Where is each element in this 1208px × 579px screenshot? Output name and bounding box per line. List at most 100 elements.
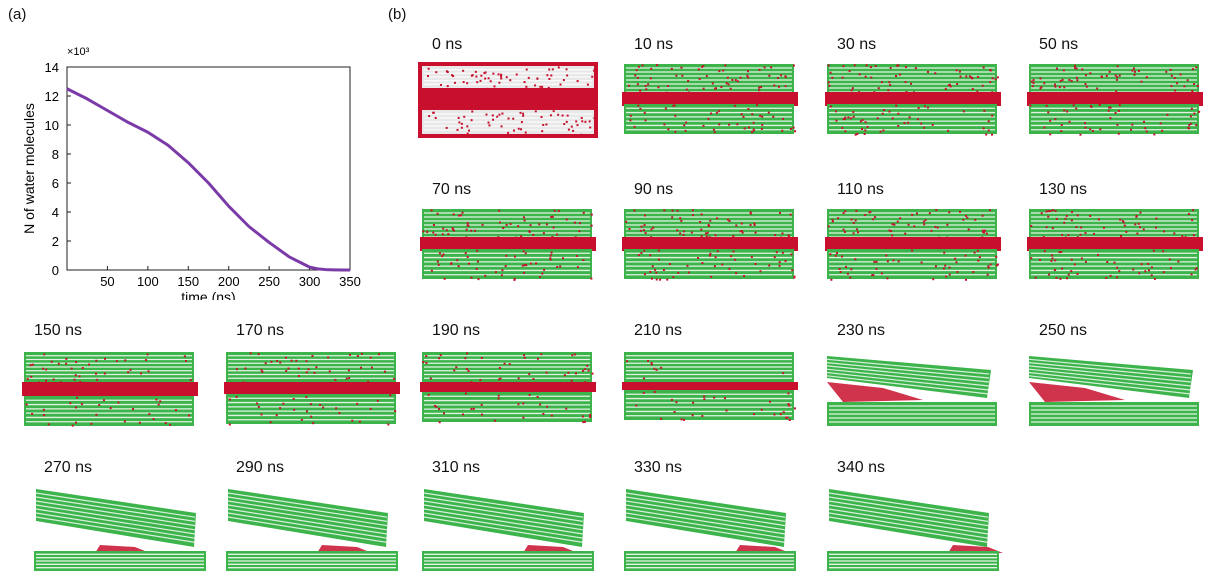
water-dot <box>855 134 857 136</box>
water-dot <box>976 91 978 93</box>
water-dot <box>741 230 743 232</box>
water-dot <box>733 251 735 253</box>
water-dot <box>501 125 503 127</box>
water-dot <box>892 259 894 261</box>
water-dot <box>518 377 520 379</box>
water-dot <box>377 400 379 402</box>
water-dot <box>1196 267 1198 269</box>
water-dot <box>148 370 150 372</box>
water-dot <box>124 359 126 361</box>
water-dot <box>567 372 569 374</box>
water-dot <box>58 363 60 365</box>
water-dot <box>1048 239 1050 241</box>
water-dot <box>734 105 736 107</box>
water-count-chart: 50 100 150 200 250 300 35002468101214×10³time … <box>0 0 380 300</box>
water-dot <box>872 218 874 220</box>
water-dot <box>655 272 657 274</box>
water-dot <box>1071 259 1073 261</box>
water-dot <box>793 276 795 278</box>
water-dot <box>1054 259 1056 261</box>
water-dot <box>716 112 718 114</box>
water-dot <box>779 261 781 263</box>
water-dot <box>1074 264 1076 266</box>
water-dot <box>946 237 948 239</box>
water-dot <box>881 272 883 274</box>
water-dot <box>26 404 28 406</box>
water-dot <box>589 126 591 128</box>
water-dot <box>387 423 389 425</box>
water-dot <box>565 408 567 410</box>
water-dot <box>536 237 538 239</box>
water-dot <box>1151 274 1153 276</box>
water-dot <box>730 88 732 90</box>
water-dot <box>466 82 468 84</box>
water-dot <box>446 229 448 231</box>
water-dot <box>790 253 792 255</box>
water-dot <box>1133 68 1135 70</box>
water-dot <box>685 130 687 132</box>
water-dot <box>449 239 451 241</box>
water-dot <box>498 210 500 212</box>
water-dot <box>470 381 472 383</box>
water-dot <box>835 255 837 257</box>
water-dot <box>43 353 45 355</box>
water-dot <box>1131 124 1133 126</box>
water-dot <box>831 240 833 242</box>
water-dot <box>918 107 920 109</box>
water-dot <box>530 263 532 265</box>
water-dot <box>701 415 703 417</box>
water-dot <box>42 368 44 370</box>
water-dot <box>1039 239 1041 241</box>
water-dot <box>788 236 790 238</box>
water-dot <box>753 413 755 415</box>
water-dot <box>260 413 262 415</box>
water-dot <box>438 264 440 266</box>
water-dot <box>537 396 539 398</box>
water-dot <box>1100 240 1102 242</box>
water-dot <box>95 414 97 416</box>
water-dot <box>710 92 712 94</box>
water-dot <box>736 123 738 125</box>
water-dot <box>477 260 479 262</box>
water-dot <box>1184 240 1186 242</box>
water-dot <box>882 239 884 241</box>
water-dot <box>923 221 925 223</box>
water-dot <box>525 86 527 88</box>
water-dot <box>589 414 591 416</box>
water-dot <box>502 227 504 229</box>
water-dot <box>488 124 490 126</box>
water-dot <box>949 267 951 269</box>
water-dot <box>587 84 589 86</box>
water-dot <box>1192 68 1194 70</box>
water-dot <box>507 132 509 134</box>
water-dot <box>990 264 992 266</box>
water-dot <box>479 80 481 82</box>
water-dot <box>498 73 500 75</box>
water-dot <box>455 366 457 368</box>
water-dot <box>1084 237 1086 239</box>
y-tick-label: 4 <box>52 205 59 220</box>
water-dot <box>546 406 548 408</box>
water-dot <box>117 402 119 404</box>
water-dot <box>466 352 468 354</box>
snapshot-15: 290 ns <box>222 459 412 579</box>
water-dot <box>988 120 990 122</box>
water-dot <box>908 224 910 226</box>
water-dot <box>1125 231 1127 233</box>
water-dot <box>165 422 167 424</box>
water-dot <box>566 121 568 123</box>
water-dot <box>897 64 899 66</box>
water-dot <box>438 357 440 359</box>
water-dot <box>741 223 743 225</box>
water-dot <box>853 232 855 234</box>
water-dot <box>517 225 519 227</box>
water-dot <box>593 117 595 119</box>
water-dot <box>1154 278 1156 280</box>
water-dot <box>785 85 787 87</box>
water-dot <box>758 89 760 91</box>
water-dot <box>435 117 437 119</box>
water-dot <box>866 64 868 66</box>
water-dot <box>525 252 527 254</box>
water-dot <box>666 279 668 281</box>
water-dot <box>566 68 568 70</box>
